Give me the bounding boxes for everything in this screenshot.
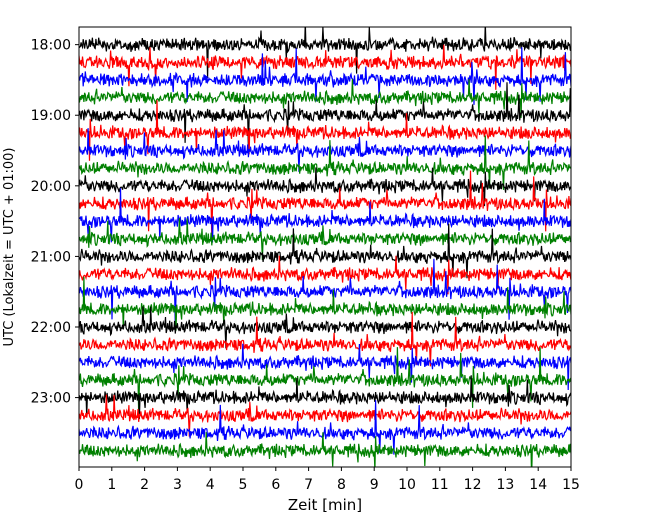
- x-tick-label: 13: [496, 477, 514, 493]
- seismogram-trace: [79, 100, 571, 161]
- x-tick-label: 12: [464, 477, 482, 493]
- x-tick-label: 8: [337, 477, 346, 493]
- x-tick-label: 3: [173, 477, 182, 493]
- x-tick-label: 6: [271, 477, 280, 493]
- seismogram-trace: [79, 311, 571, 367]
- y-tick-label: 20:00: [31, 179, 71, 195]
- x-tick-label: 7: [304, 477, 313, 493]
- seismogram-trace: [79, 347, 571, 415]
- seismogram-trace: [79, 167, 571, 207]
- x-tick-label: 5: [239, 477, 248, 493]
- seismogram-trace: [79, 79, 571, 118]
- seismogram-trace: [79, 375, 571, 420]
- seismogram-trace: [79, 218, 571, 261]
- y-axis-label: UTC (Lokalzeit = UTC + 01:00): [2, 148, 17, 347]
- x-tick-label: 2: [140, 477, 149, 493]
- x-axis-label: Zeit [min]: [288, 496, 362, 514]
- seismogram-trace: [79, 135, 571, 190]
- y-axis: 18:00 19:00 20:00 21:00 22:00 23:00: [31, 38, 79, 407]
- seismogram-trace: [79, 82, 571, 151]
- x-tick-label: 1: [107, 477, 116, 493]
- seismogram-trace: [79, 128, 571, 172]
- y-tick-label: 21:00: [31, 249, 71, 265]
- seismogram-trace: [79, 276, 571, 331]
- seismogram-trace: [79, 343, 571, 391]
- seismogram-trace: [79, 306, 571, 349]
- seismogram-trace: [79, 44, 571, 90]
- seismogram-trace: [79, 27, 571, 79]
- seismogram-trace: [79, 47, 571, 105]
- x-tick-label: 15: [562, 477, 580, 493]
- y-tick-label: 18:00: [31, 38, 71, 54]
- x-tick-label: 9: [370, 477, 379, 493]
- seismogram-trace: [79, 223, 571, 279]
- plot-frame: [78, 26, 572, 468]
- x-tick-label: 14: [529, 477, 547, 493]
- seismogram-trace: [79, 394, 571, 437]
- seismogram-trace: [79, 255, 571, 295]
- x-axis: 0 1 2 3 4 5 6 7 8 9 10 11 12 13 14 15: [75, 467, 580, 493]
- x-tick-label: 0: [75, 477, 84, 493]
- seismogram-trace: [79, 258, 571, 327]
- y-tick-label: 19:00: [31, 108, 71, 124]
- x-tick-label: 10: [398, 477, 416, 493]
- x-tick-label: 4: [206, 477, 215, 493]
- seismogram-trace: [79, 400, 571, 455]
- x-tick-label: 11: [431, 477, 449, 493]
- trace-group: [79, 27, 571, 467]
- y-tick-label: 23:00: [31, 391, 71, 407]
- seismogram-trace: [79, 170, 571, 239]
- seismogram-trace: [79, 188, 571, 243]
- seismogram-trace: [79, 432, 571, 467]
- y-tick-label: 22:00: [31, 320, 71, 336]
